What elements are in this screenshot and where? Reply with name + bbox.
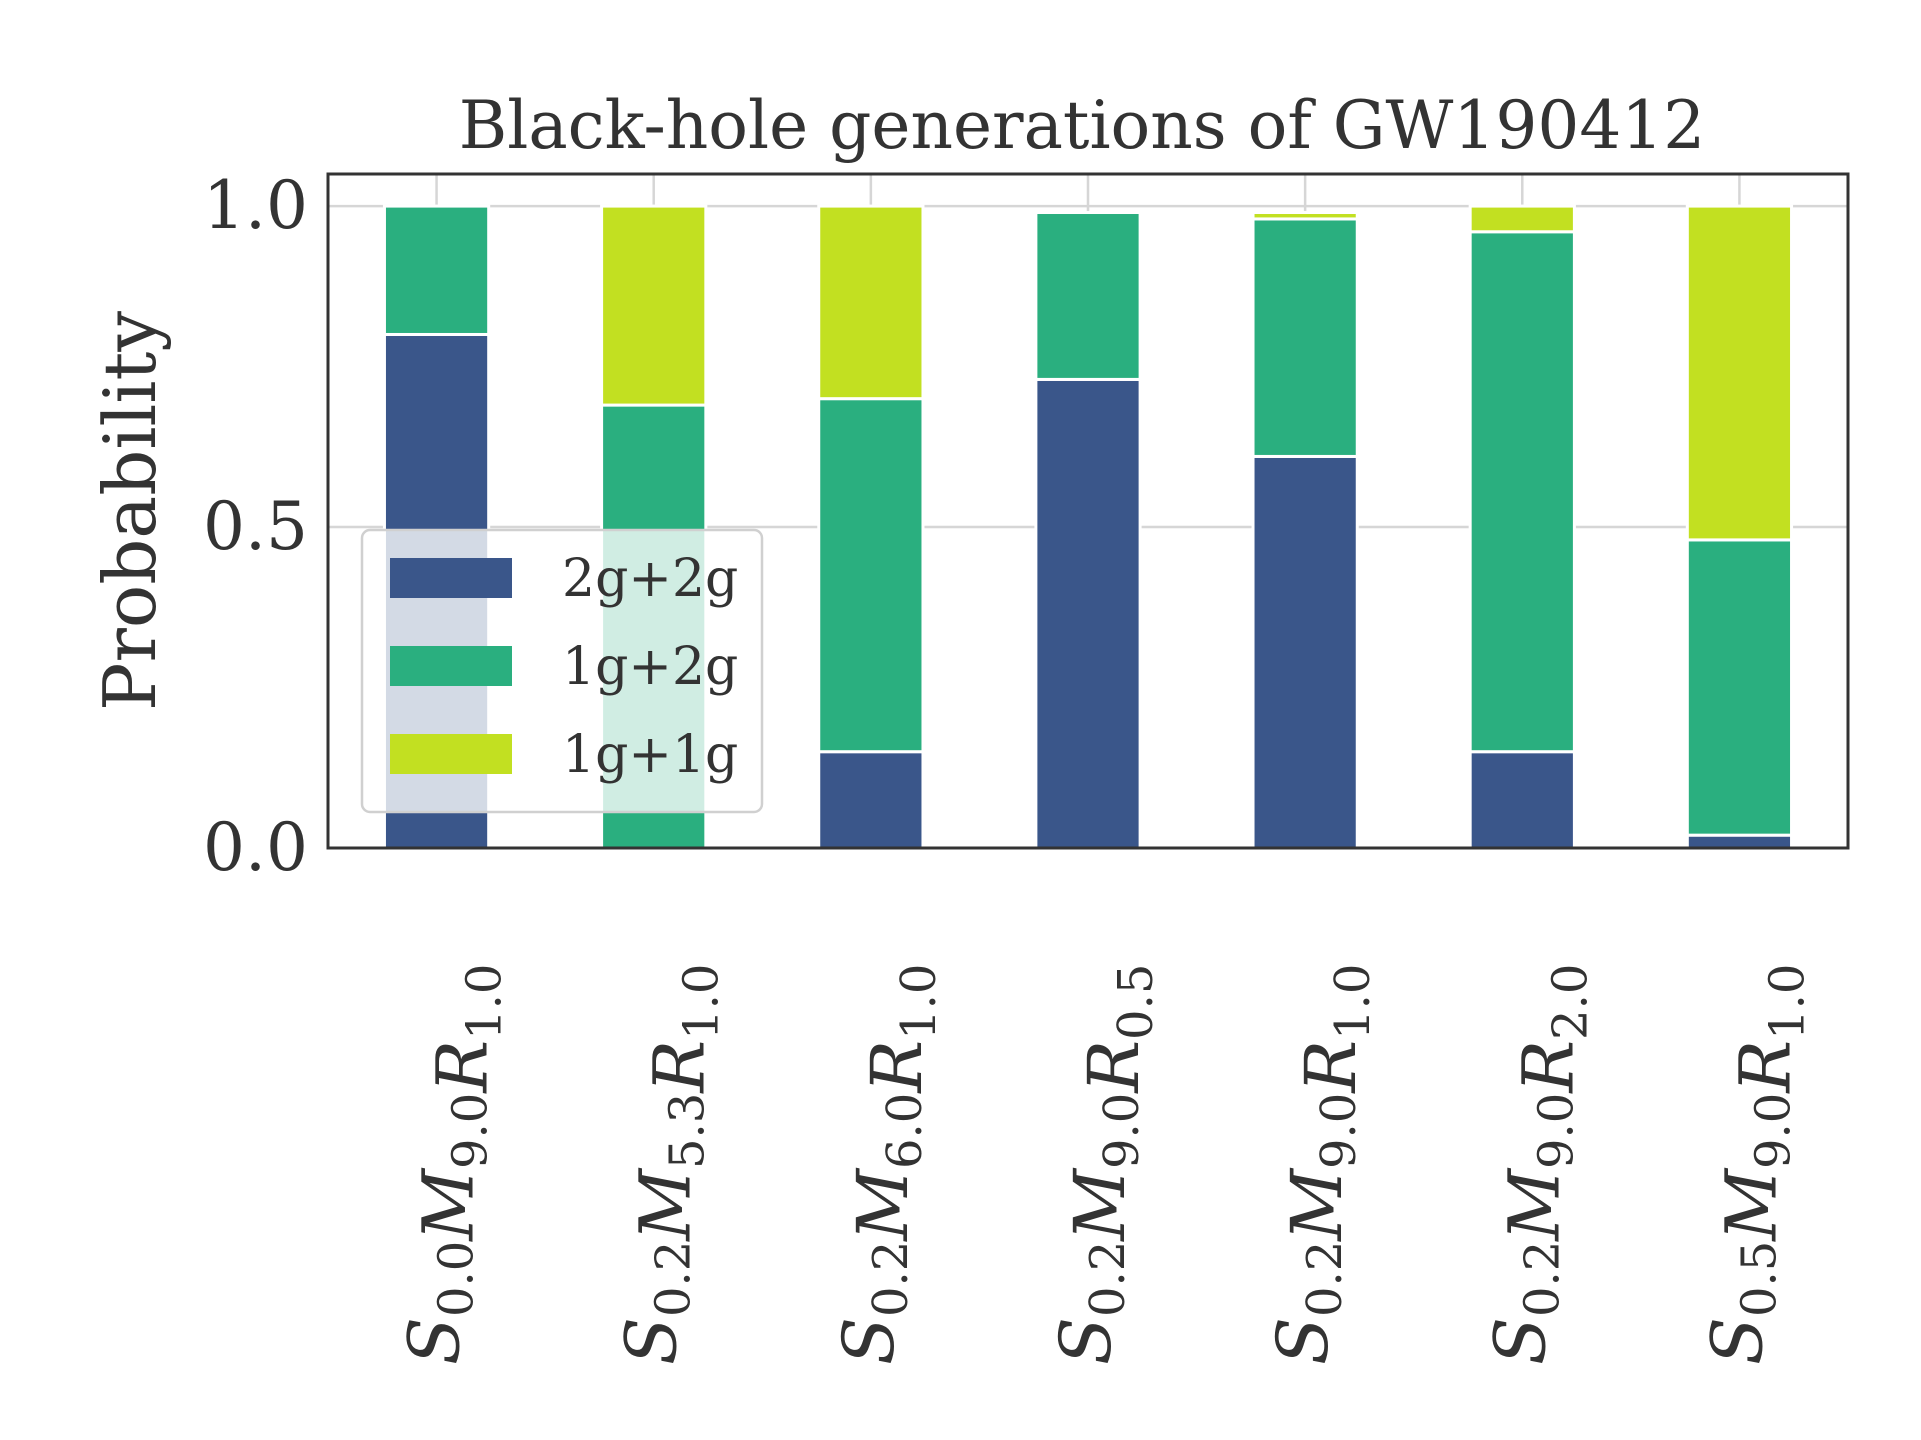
y-axis-label: Probability xyxy=(88,311,172,711)
legend-swatch xyxy=(390,558,512,598)
bar-segment-2gplus2g-4 xyxy=(1251,454,1359,850)
y-tick-labels: 0.0 0.5 1.0 xyxy=(203,167,308,886)
bar-segment-2gplus2g-6 xyxy=(1685,833,1794,850)
y-tick-label: 0.5 xyxy=(203,488,308,565)
x-tick-label: S0.2M9.0R1.0 xyxy=(1262,964,1381,1365)
bar-segment-2gplus2g-3 xyxy=(1034,377,1142,850)
legend-swatch xyxy=(390,646,512,686)
bar-segment-1gplus2g-4 xyxy=(1251,217,1359,458)
legend-swatch xyxy=(390,734,512,774)
x-tick-label: S0.2M6.0R1.0 xyxy=(828,964,947,1365)
plot-frame xyxy=(326,172,1850,850)
bar-segment-2gplus2g-2 xyxy=(817,750,925,850)
bar-segment-1gplus2g-6 xyxy=(1685,538,1794,837)
bar-segment-1gplus1g-6 xyxy=(1685,204,1794,542)
legend: 2g+2g 1g+2g 1g+1g xyxy=(360,528,764,814)
bar-segment-1gplus1g-4 xyxy=(1251,211,1359,221)
x-tick-label: S0.2M5.3R1.0 xyxy=(611,964,730,1365)
bar-segment-1gplus2g-3 xyxy=(1034,211,1142,381)
x-tick-label: S0.2M9.0R2.0 xyxy=(1479,964,1598,1365)
bar-segment-1gplus1g-2 xyxy=(817,204,925,401)
legend-label: 1g+2g xyxy=(562,637,738,697)
bar-segment-1gplus1g-1 xyxy=(600,204,708,407)
bar-segment-1gplus2g-0 xyxy=(382,204,491,336)
bar-segment-1gplus1g-5 xyxy=(1468,204,1576,234)
legend-label: 2g+2g xyxy=(562,549,738,609)
bar-segment-1gplus2g-5 xyxy=(1468,230,1576,754)
x-tick-label: S0.2M9.0R0.5 xyxy=(1045,964,1164,1365)
x-tick-label: S0.5M9.0R1.0 xyxy=(1696,964,1815,1365)
legend-label: 1g+1g xyxy=(562,725,738,785)
y-tick-label: 1.0 xyxy=(203,167,308,244)
bar-segment-1gplus2g-2 xyxy=(817,397,925,754)
y-tick-label: 0.0 xyxy=(203,809,308,886)
x-tick-labels: S0.0M9.0R1.0 S0.2M5.3R1.0 S0.2M6.0R1.0 S0.2… xyxy=(394,964,1816,1365)
x-tick-label: S0.0M9.0R1.0 xyxy=(394,964,513,1365)
chart-title: Black-hole generations of GW190412 xyxy=(459,87,1706,164)
bar-segment-2gplus2g-5 xyxy=(1468,750,1576,850)
